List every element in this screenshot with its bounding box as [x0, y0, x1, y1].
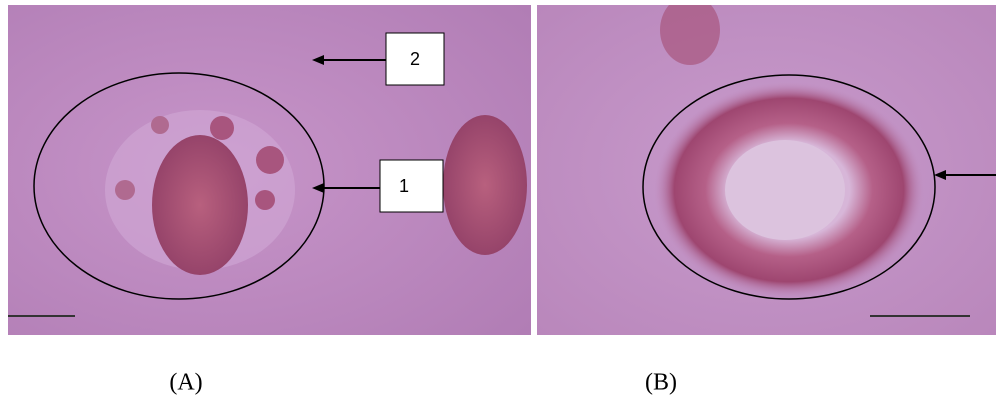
figure: 2 1 (A) (B) [0, 0, 996, 403]
callout-box [380, 160, 443, 212]
callout-label: 1 [399, 176, 409, 196]
micrograph-b [537, 0, 996, 335]
page: 2 1 (A) (B) (() => { const data = JSON.p… [0, 0, 996, 403]
callout-label: 2 [410, 49, 420, 69]
panel-label: (A) [169, 370, 202, 396]
micrograph-a [8, 5, 531, 335]
panel-label: (B) [645, 370, 677, 396]
